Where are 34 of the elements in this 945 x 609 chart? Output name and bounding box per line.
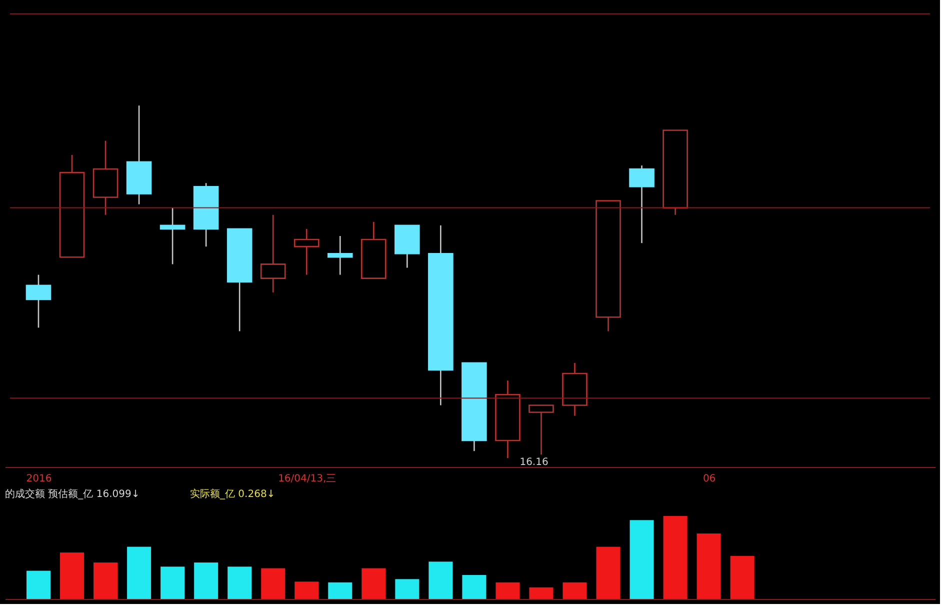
bar bbox=[60, 552, 84, 599]
annotation: 16.16 bbox=[520, 457, 548, 468]
text: 实际额_亿 0.268↓ bbox=[190, 488, 276, 500]
bar bbox=[696, 533, 721, 599]
bar bbox=[529, 587, 554, 599]
bar bbox=[94, 562, 118, 599]
bar bbox=[294, 582, 319, 599]
bar bbox=[127, 546, 152, 599]
bar bbox=[562, 582, 587, 599]
bar bbox=[663, 516, 688, 599]
bar bbox=[428, 562, 453, 599]
bar bbox=[26, 570, 50, 599]
bar bbox=[630, 520, 654, 599]
candlestick bbox=[327, 235, 353, 276]
bar bbox=[730, 556, 754, 599]
candlestick bbox=[294, 228, 320, 276]
bar bbox=[496, 582, 520, 599]
candlestick bbox=[629, 164, 654, 244]
bar bbox=[228, 566, 252, 599]
candlestick bbox=[528, 404, 554, 456]
bar bbox=[596, 546, 620, 599]
bar bbox=[194, 562, 218, 599]
candlestick bbox=[260, 214, 286, 294]
x-tick-label: 06 bbox=[702, 474, 716, 484]
bar bbox=[261, 568, 286, 599]
x-tick-label: 16/04/13,三 bbox=[278, 474, 336, 484]
bar bbox=[462, 574, 486, 599]
bar bbox=[328, 582, 352, 599]
bar bbox=[395, 579, 420, 599]
candlestick bbox=[160, 207, 186, 265]
text: 的成交额 预估额_亿 16.099↓ bbox=[5, 488, 140, 500]
bar bbox=[160, 566, 185, 599]
x-tick-label: 2016 bbox=[26, 474, 52, 484]
bar bbox=[362, 568, 386, 599]
